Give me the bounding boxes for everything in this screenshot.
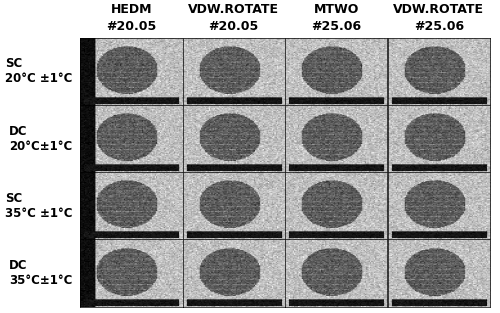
Text: #25.06: #25.06 (311, 20, 362, 33)
Text: VDW.ROTATE: VDW.ROTATE (394, 3, 484, 16)
Text: SC
20°C ±1°C: SC 20°C ±1°C (5, 57, 72, 85)
Text: HEDM: HEDM (110, 3, 152, 16)
Text: DC
20°C±1°C: DC 20°C±1°C (10, 125, 72, 152)
Text: DC
35°C±1°C: DC 35°C±1°C (9, 259, 72, 287)
Text: #20.05: #20.05 (208, 20, 259, 33)
Text: #25.06: #25.06 (414, 20, 464, 33)
Text: VDW.ROTATE: VDW.ROTATE (188, 3, 279, 16)
Text: #20.05: #20.05 (106, 20, 156, 33)
Text: SC
35°C ±1°C: SC 35°C ±1°C (5, 192, 72, 220)
Text: MTWO: MTWO (314, 3, 359, 16)
